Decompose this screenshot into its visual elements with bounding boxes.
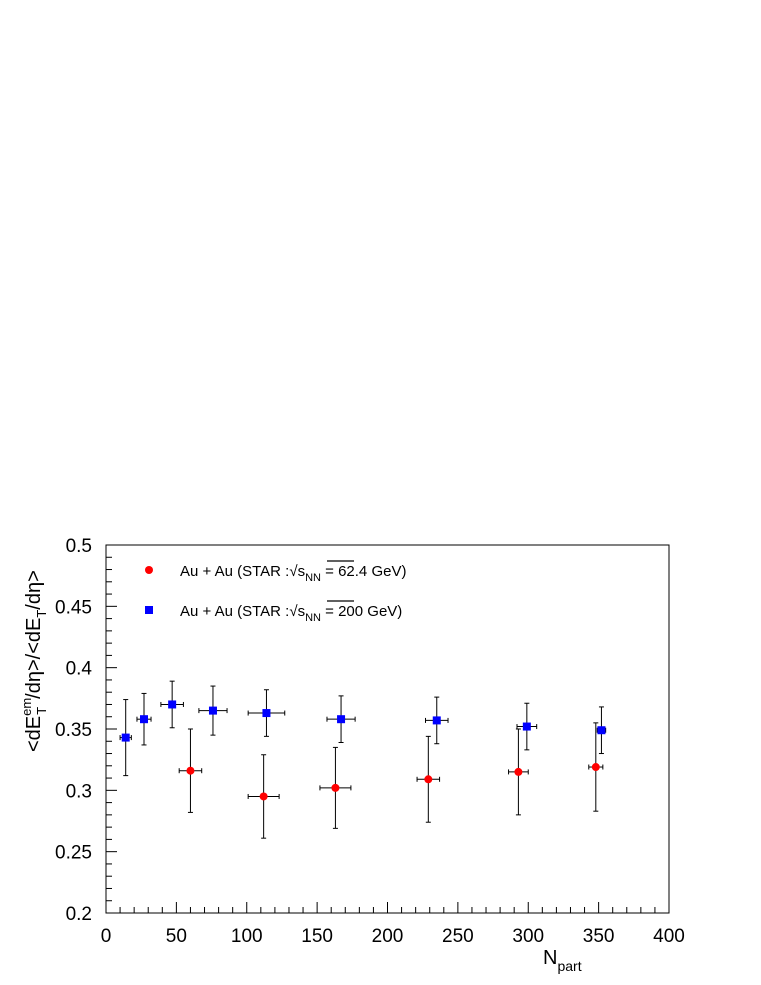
data-point-square — [121, 733, 130, 742]
y-tick-label: 0.35 — [55, 720, 92, 741]
y-axis-title-sub1: T — [34, 707, 49, 715]
data-point-circle — [331, 783, 340, 792]
data-point-circle — [424, 775, 433, 784]
x-axis-title-main: N — [543, 947, 557, 969]
y-tick-label: 0.45 — [55, 597, 92, 618]
y-axis-title-part1: <dE — [23, 716, 45, 752]
x-axis-title-sub: part — [557, 958, 581, 974]
series-1 — [178, 722, 604, 839]
data-point-circle — [186, 766, 195, 775]
data-point-square — [208, 706, 217, 715]
x-tick-label: 150 — [301, 926, 333, 947]
legend-label-62gev: Au + Au (STAR :√sNN = 62.4 GeV) — [180, 563, 406, 584]
data-point-circle — [514, 767, 523, 776]
axis-ticks — [105, 544, 670, 914]
data-marks — [119, 680, 607, 839]
y-axis-title-sup: em — [19, 698, 34, 716]
legend: Au + Au (STAR :√sNN = 62.4 GeV) Au + Au … — [145, 560, 406, 624]
x-tick-label: 100 — [231, 926, 263, 947]
x-tick-label: 400 — [653, 926, 685, 947]
y-tick-label: 0.25 — [55, 843, 92, 864]
data-point-square — [597, 726, 606, 735]
y-axis-title-sub2: T — [34, 610, 49, 618]
legend-label-62gev-sub: NN — [305, 572, 321, 584]
y-tick-label: 0.2 — [66, 904, 92, 925]
x-tick-label: 350 — [583, 926, 615, 947]
y-axis-title-part2: /dη>/<dE — [23, 618, 45, 699]
data-point-square — [262, 709, 271, 718]
legend-marker-62gev — [145, 566, 153, 574]
legend-label-200gev-sub: NN — [305, 612, 321, 624]
legend-label-200gev-main: Au + Au (STAR :√s — [180, 603, 305, 620]
data-point-square — [140, 715, 149, 724]
data-point-square — [522, 722, 531, 731]
x-tick-label: 200 — [372, 926, 404, 947]
y-axis-title-part3: /dη> — [23, 570, 45, 609]
data-point-square — [432, 716, 441, 725]
data-point-square — [168, 700, 177, 709]
y-tick-labels: 0.2 0.25 0.3 0.35 0.4 0.45 0.5 — [55, 536, 92, 925]
x-tick-label: 50 — [166, 926, 187, 947]
x-tick-label: 300 — [512, 926, 544, 947]
legend-label-62gev-main: Au + Au (STAR :√s — [180, 563, 305, 580]
y-axis-title: <dEemT/dη>/<dET/dη> — [19, 570, 49, 752]
y-tick-label: 0.4 — [66, 659, 93, 680]
legend-label-62gev-end: = 62.4 GeV) — [321, 563, 406, 580]
y-tick-label: 0.5 — [66, 536, 92, 557]
x-tick-label: 0 — [101, 926, 112, 947]
x-tick-labels: 0 50 100 150 200 250 300 350 400 — [101, 926, 685, 947]
data-point-square — [337, 715, 346, 724]
data-point-circle — [591, 763, 600, 772]
x-axis-title: Npart — [543, 947, 582, 974]
legend-label-200gev: Au + Au (STAR :√sNN = 200 GeV) — [180, 603, 402, 624]
legend-label-200gev-end: = 200 GeV) — [321, 603, 402, 620]
series-2 — [119, 680, 607, 777]
legend-marker-200gev — [145, 606, 153, 614]
y-tick-label: 0.3 — [66, 781, 92, 802]
data-point-circle — [259, 792, 268, 801]
x-tick-label: 250 — [442, 926, 474, 947]
